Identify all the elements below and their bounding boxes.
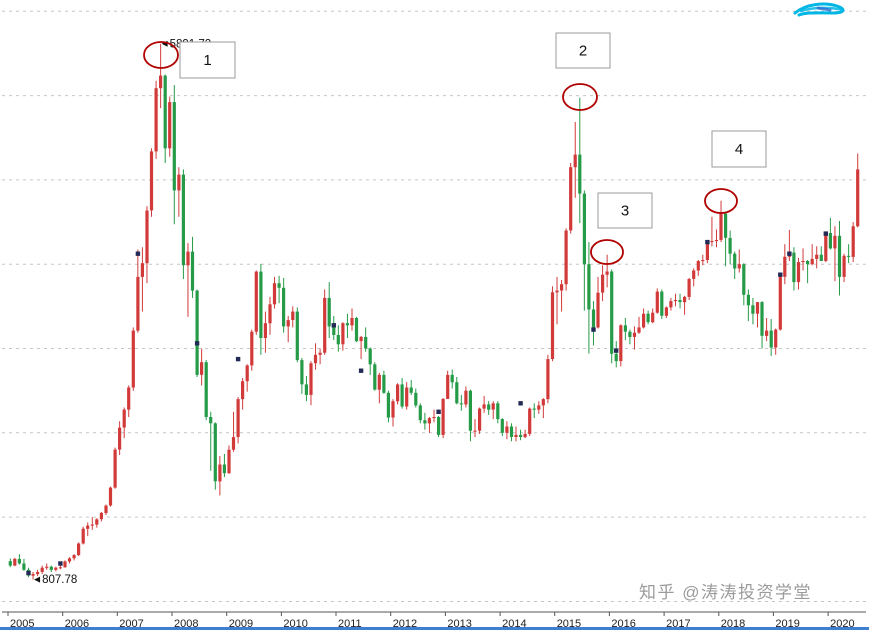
svg-text:1: 1 [203, 52, 211, 69]
callout-ellipse-1 [143, 41, 179, 69]
scribble-highlight-icon [793, 2, 845, 17]
callout-box-1: 1 [179, 41, 236, 79]
svg-text:807.78: 807.78 [42, 574, 77, 586]
callout-box-2: 2 [555, 32, 611, 69]
watermark: 知乎 @涛涛投资学堂 [639, 583, 812, 602]
candles [8, 43, 860, 580]
signal-markers [26, 231, 828, 576]
svg-text:3: 3 [621, 203, 629, 220]
svg-text:2: 2 [579, 43, 587, 60]
bottom-divider-bar [0, 627, 869, 630]
gridlines [2, 10, 866, 602]
callout-box-4: 4 [711, 130, 767, 168]
price-low-annotation: 807.78 [34, 574, 77, 586]
callout-ellipse-2 [562, 83, 598, 111]
svg-text:4: 4 [735, 141, 743, 158]
callout-box-3: 3 [597, 192, 653, 229]
callout-ellipse-4 [704, 188, 738, 214]
callout-ellipse-3 [590, 239, 624, 265]
